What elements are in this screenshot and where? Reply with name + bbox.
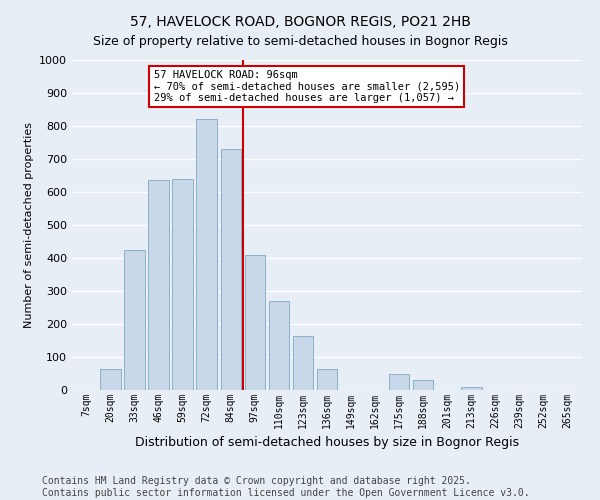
Y-axis label: Number of semi-detached properties: Number of semi-detached properties [23,122,34,328]
Bar [269,301,289,390]
Text: 57, HAVELOCK ROAD, BOGNOR REGIS, PO21 2HB: 57, HAVELOCK ROAD, BOGNOR REGIS, PO21 2H… [130,15,470,29]
Text: Size of property relative to semi-detached houses in Bognor Regis: Size of property relative to semi-detach… [92,35,508,48]
Bar [389,374,409,390]
Bar [293,336,313,390]
Bar [124,250,145,390]
Bar [100,368,121,390]
Bar [148,180,169,390]
Bar [245,254,265,390]
Bar [461,386,482,390]
Text: Contains HM Land Registry data © Crown copyright and database right 2025.
Contai: Contains HM Land Registry data © Crown c… [42,476,530,498]
Bar [221,149,241,390]
Bar [317,368,337,390]
X-axis label: Distribution of semi-detached houses by size in Bognor Regis: Distribution of semi-detached houses by … [135,436,519,450]
Bar [196,120,217,390]
Text: 57 HAVELOCK ROAD: 96sqm
← 70% of semi-detached houses are smaller (2,595)
29% of: 57 HAVELOCK ROAD: 96sqm ← 70% of semi-de… [154,70,460,103]
Bar [413,380,433,390]
Bar [172,179,193,390]
